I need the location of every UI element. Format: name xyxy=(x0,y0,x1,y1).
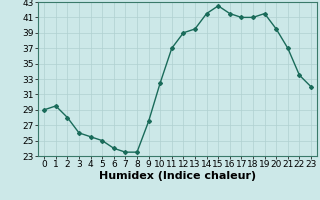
X-axis label: Humidex (Indice chaleur): Humidex (Indice chaleur) xyxy=(99,171,256,181)
